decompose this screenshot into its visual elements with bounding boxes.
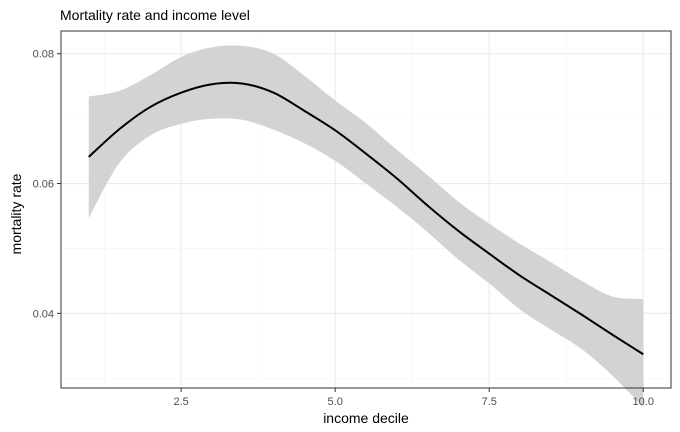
chart-title: Mortality rate and income level — [60, 7, 250, 23]
x-tick-label: 2.5 — [174, 396, 189, 408]
x-tick-label: 7.5 — [482, 396, 497, 408]
confidence-band — [88, 45, 644, 408]
y-axis-ticks: 0.04 0.06 0.08 — [33, 49, 61, 320]
y-axis-label: mortality rate — [8, 173, 24, 255]
fitted-line — [88, 81, 644, 356]
x-tick-label: 5.0 — [328, 396, 343, 408]
y-tick-label: 0.08 — [33, 49, 54, 61]
x-tick-label: 10.0 — [633, 396, 654, 408]
y-tick-label: 0.04 — [33, 308, 54, 320]
x-axis-ticks: 2.5 5.0 7.5 10.0 — [174, 388, 654, 408]
x-axis-label: income decile — [323, 410, 409, 426]
y-tick-label: 0.06 — [33, 179, 54, 191]
panel-border — [60, 30, 672, 389]
